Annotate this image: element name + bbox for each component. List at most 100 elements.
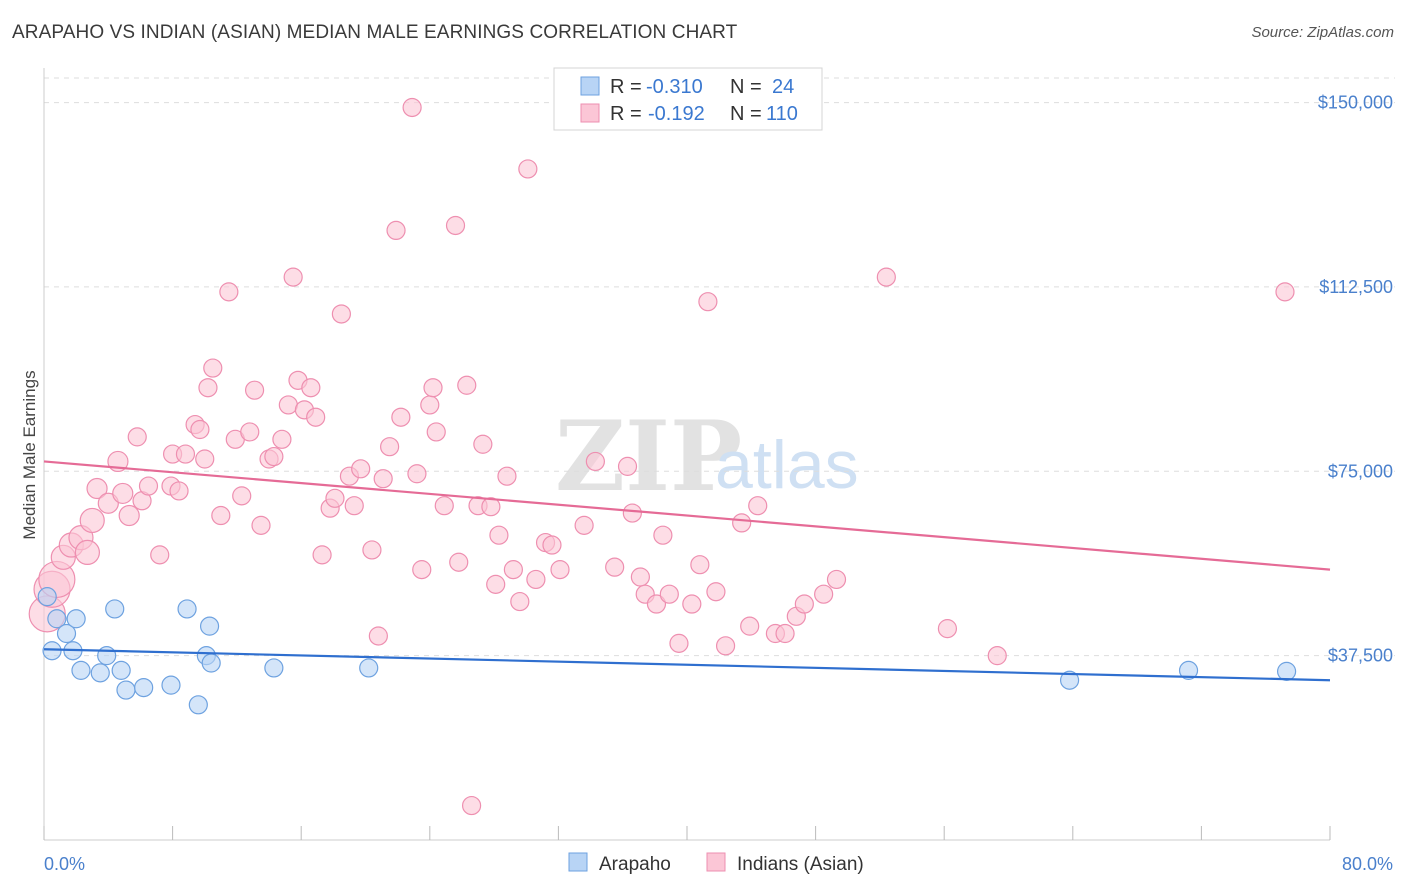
indian-point-95 bbox=[732, 513, 752, 533]
indian-point-93 bbox=[706, 582, 726, 602]
legend-n-value-arapaho: 24 bbox=[772, 76, 794, 98]
indian-point-8 bbox=[86, 477, 108, 500]
indian-point-77 bbox=[542, 535, 562, 555]
legend-r-value-indian: -0.192 bbox=[648, 103, 705, 125]
indian-point-74 bbox=[518, 159, 538, 179]
indian-point-97 bbox=[748, 496, 768, 516]
indian-point-31 bbox=[244, 380, 265, 400]
indian-point-81 bbox=[605, 557, 625, 577]
indian-point-15 bbox=[138, 476, 159, 496]
indian-point-53 bbox=[386, 220, 406, 240]
x-tick-min: 0.0% bbox=[44, 854, 85, 874]
indian-point-24 bbox=[198, 378, 218, 398]
indian-point-54 bbox=[391, 407, 411, 427]
indian-point-92 bbox=[698, 292, 718, 312]
indian-point-16 bbox=[150, 545, 170, 565]
y-tick-label-1: $75,000 bbox=[1328, 461, 1393, 481]
y-axis-title: Median Male Earnings bbox=[20, 370, 39, 539]
arapaho-point-11 bbox=[116, 680, 136, 700]
indian-point-25 bbox=[203, 358, 223, 378]
indian-point-51 bbox=[373, 469, 393, 489]
legend-r-label-indian: R = bbox=[610, 103, 642, 125]
legend-r-label-arapaho: R = bbox=[610, 76, 642, 98]
indian-point-101 bbox=[794, 594, 814, 614]
bottom-legend: Arapaho Indians (Asian) bbox=[568, 852, 864, 875]
legend-swatch-arapaho bbox=[580, 76, 600, 96]
arapaho-point-3 bbox=[56, 623, 77, 644]
indian-points bbox=[28, 97, 1295, 816]
indian-point-57 bbox=[412, 560, 432, 580]
arapaho-point-22 bbox=[1178, 660, 1199, 680]
arapaho-point-1 bbox=[47, 609, 67, 629]
legend-n-value-indian: 110 bbox=[766, 103, 798, 125]
indian-point-35 bbox=[272, 429, 292, 449]
indian-point-59 bbox=[423, 378, 443, 398]
indian-point-40 bbox=[301, 378, 321, 398]
indian-point-47 bbox=[344, 496, 364, 516]
arapaho-point-17 bbox=[199, 616, 220, 636]
indian-point-11 bbox=[112, 482, 134, 505]
indian-point-6 bbox=[74, 539, 101, 566]
indian-point-50 bbox=[368, 626, 388, 646]
gridlines bbox=[44, 77, 1395, 657]
y-tick-label-2: $112,500 bbox=[1319, 277, 1393, 297]
y-tick-label-3: $150,000 bbox=[1318, 93, 1393, 113]
indian-point-70 bbox=[489, 525, 509, 545]
indian-point-27 bbox=[219, 282, 239, 302]
axes bbox=[43, 68, 1331, 841]
y-tick-label-0: $37,500 bbox=[1328, 646, 1393, 666]
indian-point-42 bbox=[312, 545, 332, 565]
indian-point-63 bbox=[449, 552, 469, 572]
indian-point-45 bbox=[331, 304, 351, 324]
arapaho-point-15 bbox=[188, 695, 208, 715]
indian-point-26 bbox=[211, 505, 231, 526]
indian-point-20 bbox=[175, 444, 196, 464]
indian-point-105 bbox=[937, 619, 958, 639]
arapaho-points bbox=[37, 587, 1297, 715]
indian-point-58 bbox=[420, 395, 440, 415]
indian-point-52 bbox=[380, 437, 400, 457]
indian-point-88 bbox=[659, 584, 679, 604]
watermark-atlas: atlas bbox=[715, 427, 859, 503]
indian-point-55 bbox=[402, 97, 422, 118]
arapaho-point-2 bbox=[42, 641, 62, 661]
arapaho-point-9 bbox=[105, 599, 125, 619]
indian-point-90 bbox=[682, 594, 702, 614]
indian-point-48 bbox=[351, 459, 371, 479]
arapaho-point-12 bbox=[134, 677, 154, 698]
legend-n-label-arapaho: N = bbox=[730, 76, 762, 98]
arapaho-point-5 bbox=[66, 609, 86, 629]
arapaho-trend-line bbox=[43, 648, 1331, 682]
indian-point-89 bbox=[669, 633, 689, 653]
indian-point-56 bbox=[407, 464, 427, 484]
indian-trend-line bbox=[43, 460, 1331, 571]
indian-point-75 bbox=[526, 569, 546, 590]
indian-point-104 bbox=[876, 267, 896, 287]
indian-point-99 bbox=[775, 623, 795, 644]
legend-r-value-arapaho: -0.310 bbox=[646, 76, 703, 98]
indian-point-37 bbox=[283, 267, 303, 287]
watermark-zip: ZIP bbox=[555, 400, 742, 513]
bottom-legend-swatch-indian bbox=[706, 852, 726, 872]
indian-point-64 bbox=[457, 375, 477, 395]
arapaho-point-13 bbox=[161, 675, 181, 695]
arapaho-point-0 bbox=[37, 587, 57, 607]
indian-point-36 bbox=[278, 395, 298, 415]
indian-point-41 bbox=[306, 407, 326, 427]
indian-point-73 bbox=[510, 591, 530, 612]
indian-point-71 bbox=[497, 466, 517, 486]
indian-point-91 bbox=[690, 555, 710, 575]
legend-n-label-indian: N = bbox=[730, 103, 762, 125]
indian-point-107 bbox=[1275, 282, 1295, 302]
indian-point-23 bbox=[195, 449, 215, 469]
indian-point-96 bbox=[740, 616, 760, 636]
indian-point-9 bbox=[97, 492, 119, 514]
x-tick-max: 80.0% bbox=[1342, 854, 1393, 874]
arapaho-point-6 bbox=[71, 660, 91, 680]
indian-point-106 bbox=[987, 646, 1007, 666]
indian-point-69 bbox=[486, 574, 506, 594]
indian-point-80 bbox=[585, 451, 605, 472]
indian-point-102 bbox=[814, 584, 834, 604]
legend-swatch-indian bbox=[580, 103, 600, 123]
indian-point-65 bbox=[461, 795, 482, 816]
